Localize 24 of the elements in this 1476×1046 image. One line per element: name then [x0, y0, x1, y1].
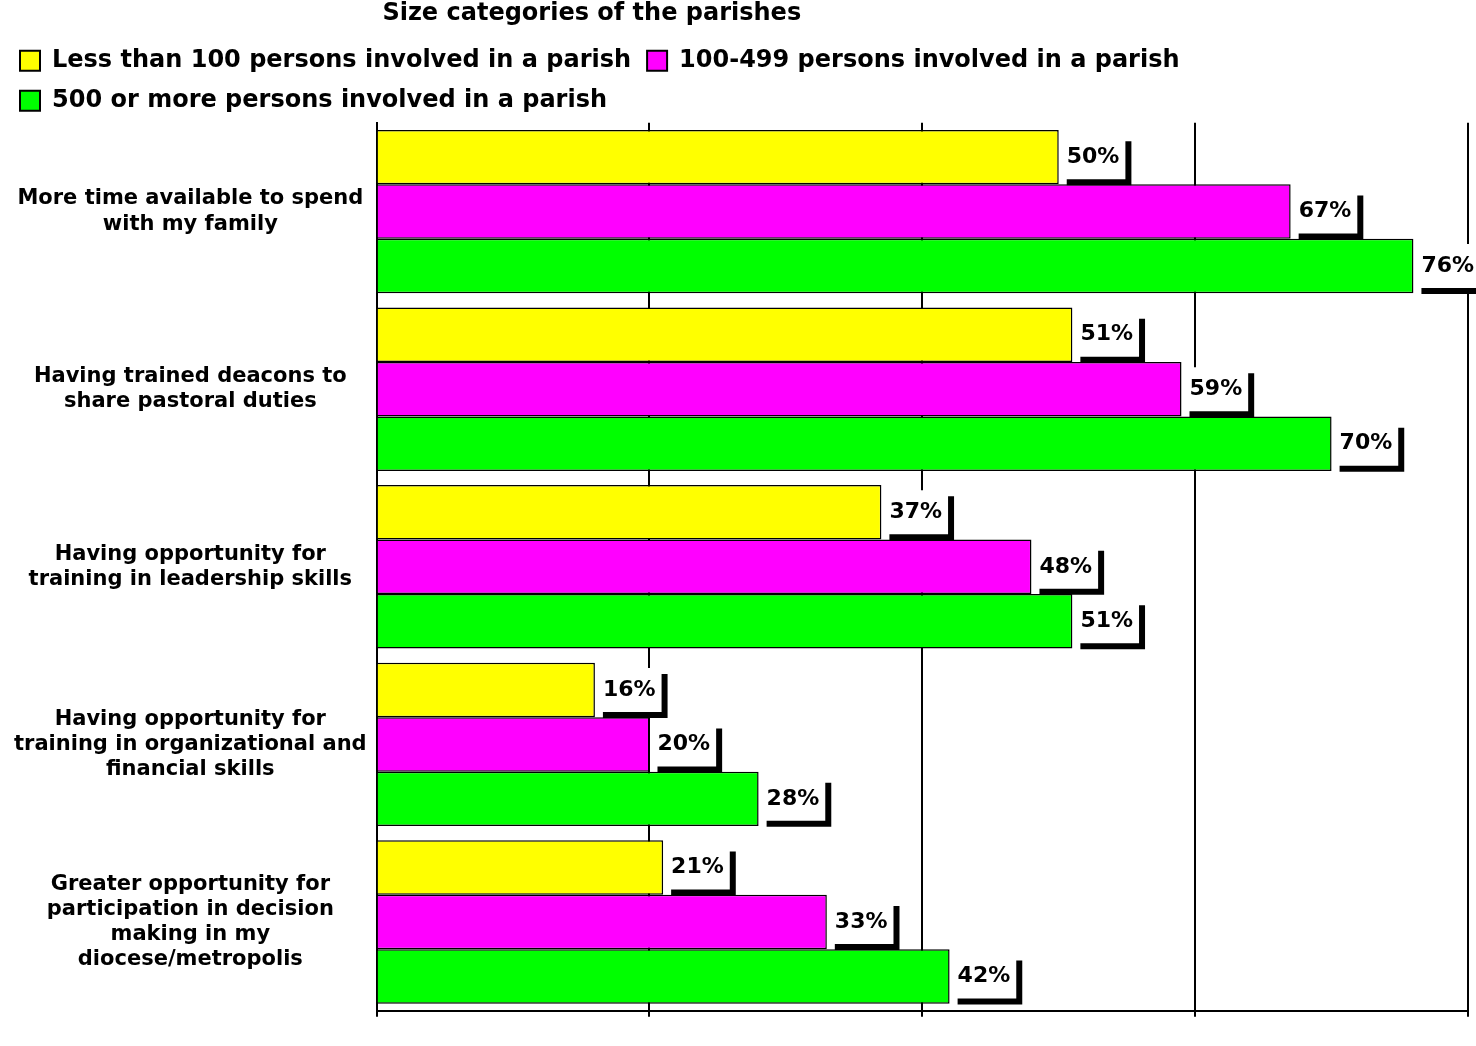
y-tick-label: Having opportunity for training in organizational and financial skills — [13, 705, 367, 781]
data-label: 70% — [1339, 429, 1393, 455]
data-label: 48% — [1039, 552, 1093, 578]
legend-title: Size categories of the parishes — [382, 0, 802, 27]
y-tick-label: More time available to spend with my family — [17, 185, 364, 235]
data-label: 50% — [1066, 142, 1120, 168]
data-label: 16% — [602, 675, 656, 701]
data-label: 33% — [834, 907, 888, 933]
data-label: 51% — [1080, 320, 1134, 346]
y-tick-label: Greater opportunity for participation in decision making in my diocese/metropolis — [46, 870, 334, 971]
data-label: 21% — [671, 853, 724, 879]
y-tick-label: Having opportunity for training in leadership skills — [28, 540, 353, 590]
legend-label: 100-499 persons involved in a parish — [679, 45, 1180, 74]
data-label: 76% — [1421, 251, 1475, 277]
legend-label: 500 or more persons involved in a parish — [52, 85, 608, 114]
data-label: 42% — [957, 962, 1011, 988]
data-label: 37% — [889, 498, 943, 524]
legend-label: Less than 100 persons involved in a parish — [52, 45, 632, 74]
data-label: 51% — [1080, 606, 1134, 632]
y-tick-label: Having trained deacons to share pastoral duties — [33, 363, 347, 413]
data-label: 28% — [766, 784, 820, 810]
data-label: 20% — [657, 730, 711, 756]
data-label: 59% — [1189, 374, 1243, 400]
data-label: 67% — [1298, 197, 1352, 223]
